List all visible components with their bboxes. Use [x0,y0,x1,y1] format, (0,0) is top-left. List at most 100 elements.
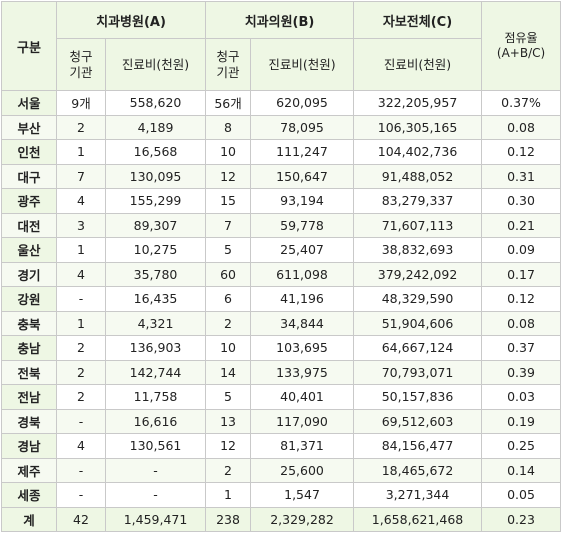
a-fee-cell: 10,275 [104,237,207,263]
a-fee-cell: 155,299 [104,188,207,214]
total-a-count-cell: 42 [56,506,106,532]
a-fee-cell: 89,307 [104,212,207,238]
b-count-cell: 10 [205,139,252,165]
b-count-cell: 15 [205,188,252,214]
a-fee-cell: 4,189 [104,114,207,140]
c-fee-cell: 83,279,337 [353,188,483,214]
b-fee-cell: 150,647 [250,163,355,189]
share-cell: 0.03 [481,384,561,410]
table-row: 충북 1 4,321 2 34,844 51,904,606 0.08 [1,310,561,336]
a-count-cell: 2 [56,384,106,410]
b-fee-cell: 40,401 [250,384,355,410]
a-count-cell: 2 [56,114,106,140]
share-cell: 0.05 [481,482,561,508]
total-row: 계 42 1,459,471 238 2,329,282 1,658,621,468 0.2… [1,506,561,532]
c-fee-cell: 70,793,071 [353,359,483,385]
a-count-cell: - [56,408,106,434]
header-auto-insurance-total: 자보전체(C) [353,1,483,39]
b-count-cell: 60 [205,261,252,287]
table-row: 충남 2 136,903 10 103,695 64,667,124 0.37 [1,335,561,361]
share-cell: 0.21 [481,212,561,238]
table-row: 대전 3 89,307 7 59,778 71,607,113 0.21 [1,212,561,238]
region-cell: 충북 [1,310,57,336]
header-dental-clinic: 치과의원(B) [205,1,355,39]
a-count-cell: 9개 [56,90,106,116]
c-fee-cell: 51,904,606 [353,310,483,336]
region-cell: 경기 [1,261,57,287]
claim-line2: 기관 [69,64,93,80]
a-fee-cell: - [104,457,207,483]
total-region-cell: 계 [1,506,57,532]
a-count-cell: 2 [56,335,106,361]
share-cell: 0.25 [481,433,561,459]
table-row: 경기 4 35,780 60 611,098 379,242,092 0.17 [1,261,561,287]
share-cell: 0.08 [481,114,561,140]
a-fee-cell: 130,561 [104,433,207,459]
header-b-fee: 진료비(천원) [250,38,355,91]
b-fee-cell: 1,547 [250,482,355,508]
claim-line1: 청구 [216,48,240,64]
share-cell: 0.09 [481,237,561,263]
table-body: 서울 9개 558,620 56개 620,095 322,205,957 0.37% 부산 2… [1,90,561,532]
header-share-line2: (A+B/C) [496,46,546,60]
header-b-claim-count: 청구 기관 [205,38,252,91]
c-fee-cell: 69,512,603 [353,408,483,434]
region-cell: 제주 [1,457,57,483]
b-count-cell: 13 [205,408,252,434]
a-count-cell: 3 [56,212,106,238]
table-row: 서울 9개 558,620 56개 620,095 322,205,957 0.37% [1,90,561,116]
share-cell: 0.19 [481,408,561,434]
header-share-line1: 점유율 [504,31,538,45]
a-count-cell: 7 [56,163,106,189]
b-fee-cell: 25,407 [250,237,355,263]
header-share: 점유율 (A+B/C) [481,1,561,91]
region-cell: 울산 [1,237,57,263]
header-a-fee: 진료비(천원) [104,38,207,91]
b-count-cell: 12 [205,163,252,189]
c-fee-cell: 91,488,052 [353,163,483,189]
region-cell: 충남 [1,335,57,361]
b-count-cell: 6 [205,286,252,312]
a-count-cell: 4 [56,188,106,214]
region-cell: 대구 [1,163,57,189]
share-cell: 0.30 [481,188,561,214]
table-row: 대구 7 130,095 12 150,647 91,488,052 0.31 [1,163,561,189]
a-fee-cell: - [104,482,207,508]
a-count-cell: 1 [56,310,106,336]
table-row: 강원 -16,435 6 41,196 48,329,590 0.12 [1,286,561,312]
b-count-cell: 8 [205,114,252,140]
c-fee-cell: 84,156,477 [353,433,483,459]
a-count-cell: - [56,457,106,483]
share-cell: 0.37% [481,90,561,116]
b-fee-cell: 111,247 [250,139,355,165]
a-fee-cell: 136,903 [104,335,207,361]
b-fee-cell: 59,778 [250,212,355,238]
region-cell: 강원 [1,286,57,312]
a-fee-cell: 35,780 [104,261,207,287]
c-fee-cell: 64,667,124 [353,335,483,361]
claim-line1: 청구 [69,48,93,64]
table-row: 부산 2 4,189 8 78,095 106,305,165 0.08 [1,114,561,140]
c-fee-cell: 48,329,590 [353,286,483,312]
c-fee-cell: 71,607,113 [353,212,483,238]
a-fee-cell: 130,095 [104,163,207,189]
region-cell: 경북 [1,408,57,434]
share-cell: 0.08 [481,310,561,336]
a-count-cell: 4 [56,261,106,287]
table-row: 울산 1 10,275 5 25,407 38,832,693 0.09 [1,237,561,263]
b-fee-cell: 41,196 [250,286,355,312]
c-fee-cell: 104,402,736 [353,139,483,165]
c-fee-cell: 3,271,344 [353,482,483,508]
total-b-count-cell: 238 [205,506,252,532]
total-b-fee-cell: 2,329,282 [250,506,355,532]
b-count-cell: 14 [205,359,252,385]
table-row: 경북 -16,616 13 117,090 69,512,603 0.19 [1,408,561,434]
a-fee-cell: 11,758 [104,384,207,410]
table-row: 세종 - -1 1,547 3,271,344 0.05 [1,482,561,508]
c-fee-cell: 106,305,165 [353,114,483,140]
region-cell: 대전 [1,212,57,238]
statistics-table: 구분 치과병원(A) 치과의원(B) 자보전체(C) 점유율 (A+B/C) 청… [1,1,561,532]
region-cell: 전북 [1,359,57,385]
region-cell: 전남 [1,384,57,410]
share-cell: 0.12 [481,139,561,165]
